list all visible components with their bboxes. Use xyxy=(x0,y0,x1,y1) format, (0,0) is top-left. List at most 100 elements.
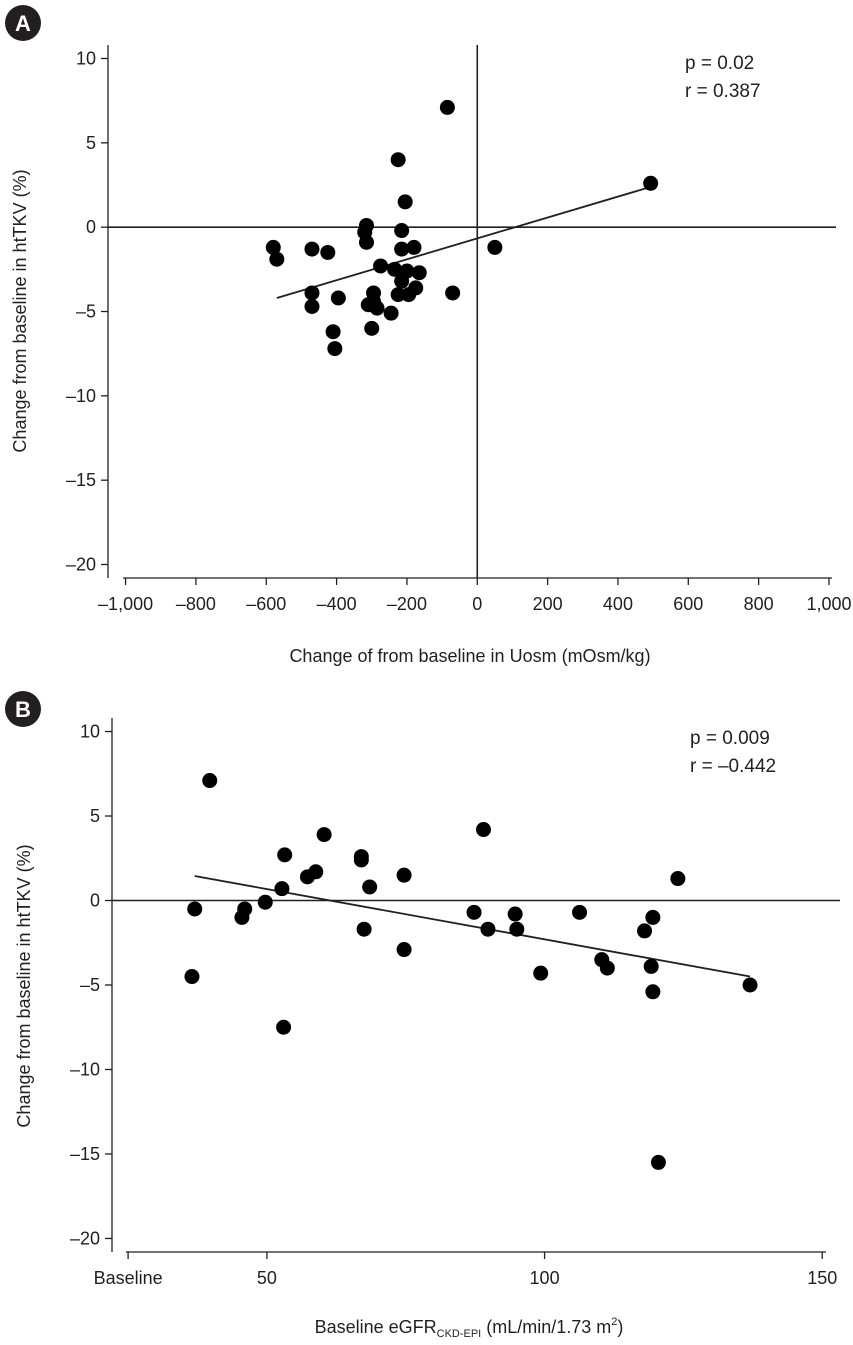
data-point xyxy=(325,324,341,340)
x-tick-label: –200 xyxy=(387,594,427,614)
r-value-annotation: r = –0.442 xyxy=(690,756,776,777)
x-tick-label: –600 xyxy=(246,594,286,614)
y-tick-label: 10 xyxy=(76,48,96,68)
x-tick-label: 1,000 xyxy=(806,594,851,614)
data-point xyxy=(411,265,427,281)
data-point xyxy=(330,290,346,306)
x-tick-label: Baseline xyxy=(94,1268,163,1288)
data-point xyxy=(394,273,410,289)
x-tick-label: –400 xyxy=(317,594,357,614)
data-point xyxy=(742,977,758,993)
y-tick-label: –15 xyxy=(66,470,96,490)
x-axis-title: Baseline eGFRCKD-EPI (mL/min/1.73 m2) xyxy=(315,1316,624,1340)
x-axis-title-superscript: 2 xyxy=(611,1316,617,1328)
r-value-annotation: r = 0.387 xyxy=(685,81,761,102)
data-point xyxy=(401,287,417,303)
y-tick-label: –20 xyxy=(70,1228,100,1248)
data-point xyxy=(320,244,336,260)
data-point xyxy=(396,942,412,958)
y-tick-label: –10 xyxy=(66,386,96,406)
data-point xyxy=(645,984,661,1000)
data-point xyxy=(274,881,290,897)
data-point xyxy=(507,906,523,922)
data-point xyxy=(202,773,218,789)
y-tick-label: 0 xyxy=(90,891,100,911)
x-axis-title-main: Baseline eGFR xyxy=(315,1317,437,1337)
data-point xyxy=(645,909,661,925)
x-tick-label: 200 xyxy=(533,594,563,614)
y-tick-label: 0 xyxy=(86,217,96,237)
x-axis-title: Change of from baseline in Uosm (mOsm/kg… xyxy=(289,646,650,666)
x-tick-label: 150 xyxy=(807,1268,837,1288)
data-point xyxy=(390,287,406,303)
data-point xyxy=(383,305,399,321)
data-point xyxy=(387,261,403,277)
data-point xyxy=(304,241,320,257)
data-point xyxy=(304,285,320,301)
data-point xyxy=(277,847,293,863)
data-point xyxy=(234,909,250,925)
y-tick-label: 5 xyxy=(90,806,100,826)
data-point xyxy=(394,223,410,239)
x-tick-label: 800 xyxy=(744,594,774,614)
data-point xyxy=(445,285,461,301)
data-point xyxy=(637,923,653,939)
y-tick-label: –10 xyxy=(70,1059,100,1079)
p-value-annotation: p = 0.009 xyxy=(690,728,770,749)
regression-line xyxy=(276,185,652,299)
x-tick-label: 50 xyxy=(257,1268,277,1288)
x-axis-title-subscript: CKD-EPI xyxy=(437,1328,482,1340)
data-point xyxy=(308,864,324,880)
data-point xyxy=(572,904,588,920)
x-tick-label: 400 xyxy=(603,594,633,614)
data-point xyxy=(353,852,369,868)
x-tick-label: –1,000 xyxy=(98,594,153,614)
x-tick-label: 0 xyxy=(472,594,482,614)
svg-text:A: A xyxy=(15,11,31,36)
data-point xyxy=(276,1019,292,1035)
data-point xyxy=(187,901,203,917)
data-point xyxy=(509,921,525,937)
data-point xyxy=(373,258,389,274)
y-tick-label: 10 xyxy=(80,722,100,742)
data-point xyxy=(265,239,281,255)
data-point xyxy=(643,958,659,974)
data-point xyxy=(397,194,413,210)
data-point xyxy=(396,867,412,883)
data-point xyxy=(390,152,406,168)
data-point xyxy=(533,965,549,981)
data-point xyxy=(466,904,482,920)
x-tick-label: –800 xyxy=(176,594,216,614)
y-tick-label: –5 xyxy=(76,302,96,322)
y-axis-title: Change from baseline in htTKV (%) xyxy=(10,169,30,452)
data-point xyxy=(257,894,273,910)
panel-a: A 10 5 0 –5 –10 –15 –20–1,000 –800 –600 –400 –200 0… xyxy=(5,5,851,666)
data-point xyxy=(670,871,686,887)
data-point xyxy=(650,1154,666,1170)
data-point xyxy=(362,879,378,895)
x-tick-label: 600 xyxy=(673,594,703,614)
data-point xyxy=(439,99,455,115)
y-tick-label: –15 xyxy=(70,1144,100,1164)
panel-a-badge: A xyxy=(5,5,41,41)
data-point xyxy=(406,239,422,255)
x-tick-label: 100 xyxy=(530,1268,560,1288)
data-point xyxy=(364,320,380,336)
data-point xyxy=(487,239,503,255)
svg-text:B: B xyxy=(15,697,31,722)
x-axis-title-unit: (mL/min/1.73 m xyxy=(481,1317,611,1337)
data-point xyxy=(480,921,496,937)
y-tick-label: –20 xyxy=(66,555,96,575)
data-point xyxy=(358,234,374,250)
data-point xyxy=(369,300,385,316)
y-axis-title: Change from baseline in htTKV (%) xyxy=(14,844,34,1127)
data-point xyxy=(356,921,372,937)
data-point xyxy=(327,341,343,357)
data-point xyxy=(394,241,410,257)
y-tick-label: 5 xyxy=(86,133,96,153)
data-point xyxy=(316,827,332,843)
data-point xyxy=(269,251,285,267)
x-axis-title-close: ) xyxy=(617,1317,623,1337)
